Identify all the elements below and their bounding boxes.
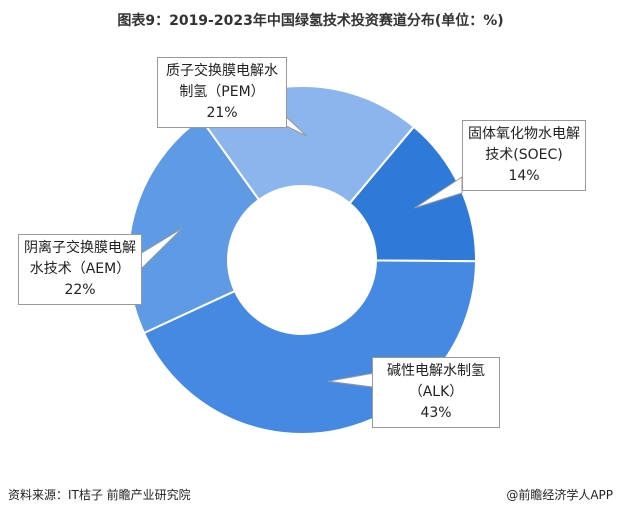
- value-label: 14%: [508, 168, 540, 184]
- data-label: 质子交换膜电解水制氢（PEM） 21%: [157, 57, 287, 128]
- data-label: 固体氧化物水电解技术(SOEC) 14%: [462, 120, 586, 191]
- value-label: 21%: [206, 105, 238, 121]
- data-label: 阴离子交换膜电解水技术（AEM） 22%: [18, 234, 142, 305]
- category-label: 固体氧化物水电解技术(SOEC): [468, 126, 580, 163]
- category-label: 碱性电解水制氢（ALK）: [387, 363, 485, 400]
- value-label: 43%: [420, 405, 452, 421]
- source: 资料来源：IT桔子 前瞻产业研究院: [8, 488, 191, 502]
- category-label: 质子交换膜电解水制氢（PEM）: [166, 63, 278, 100]
- credit: @前瞻经济学人APP: [506, 488, 613, 502]
- category-label: 阴离子交换膜电解水技术（AEM）: [24, 240, 136, 277]
- data-label: 碱性电解水制氢（ALK） 43%: [372, 357, 500, 428]
- value-label: 22%: [64, 282, 96, 298]
- chart-title: 图表9：2019-2023年中国绿氢技术投资赛道分布(单位：%): [117, 13, 504, 29]
